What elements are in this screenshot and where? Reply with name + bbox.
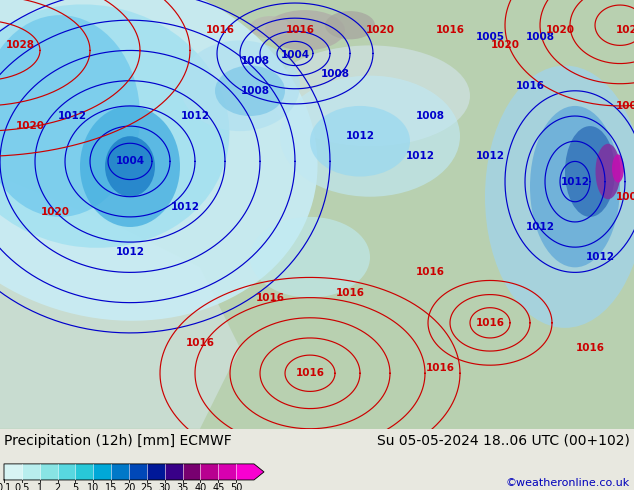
Text: 1008: 1008 — [240, 86, 269, 96]
Text: 0.1: 0.1 — [0, 483, 11, 490]
Ellipse shape — [530, 106, 620, 268]
Text: 1016: 1016 — [295, 368, 325, 378]
Text: 1016: 1016 — [436, 25, 465, 35]
Text: 25: 25 — [141, 483, 153, 490]
Text: 1012: 1012 — [476, 151, 505, 161]
Polygon shape — [0, 176, 240, 429]
Ellipse shape — [310, 106, 410, 176]
Text: 1020: 1020 — [491, 40, 519, 50]
Text: 30: 30 — [158, 483, 171, 490]
Bar — [129, 464, 147, 480]
Ellipse shape — [612, 154, 624, 183]
Text: 2: 2 — [55, 483, 61, 490]
Bar — [75, 464, 93, 480]
Bar — [236, 464, 254, 480]
Ellipse shape — [280, 75, 460, 196]
Text: 1016: 1016 — [335, 288, 365, 297]
Text: 1008: 1008 — [415, 111, 444, 121]
Text: 1012: 1012 — [115, 247, 145, 257]
Bar — [165, 464, 183, 480]
Bar — [218, 464, 236, 480]
Ellipse shape — [0, 15, 140, 217]
Text: 15: 15 — [105, 483, 117, 490]
Text: 1020: 1020 — [15, 121, 44, 131]
Text: 1005: 1005 — [476, 32, 505, 42]
Ellipse shape — [80, 106, 180, 227]
Bar — [22, 464, 40, 480]
Ellipse shape — [250, 16, 290, 38]
Text: 1008: 1008 — [616, 101, 634, 111]
Text: 1012: 1012 — [181, 111, 209, 121]
Bar — [111, 464, 129, 480]
Ellipse shape — [250, 217, 370, 297]
Text: 35: 35 — [176, 483, 189, 490]
Ellipse shape — [0, 4, 230, 248]
Text: 45: 45 — [212, 483, 224, 490]
Text: 1012: 1012 — [58, 111, 86, 121]
Text: 1012: 1012 — [560, 176, 590, 187]
Text: 50: 50 — [230, 483, 242, 490]
Text: 1028: 1028 — [6, 40, 34, 50]
Text: 10: 10 — [87, 483, 100, 490]
Text: 1016: 1016 — [425, 363, 455, 373]
Text: Precipitation (12h) [mm] ECMWF: Precipitation (12h) [mm] ECMWF — [4, 434, 232, 448]
Ellipse shape — [215, 66, 285, 116]
Text: 1008: 1008 — [321, 69, 349, 78]
Text: 1016: 1016 — [186, 338, 214, 348]
Bar — [147, 464, 165, 480]
Text: 1008: 1008 — [526, 32, 555, 42]
Polygon shape — [254, 464, 264, 480]
Ellipse shape — [325, 11, 375, 39]
Ellipse shape — [485, 66, 634, 328]
Ellipse shape — [265, 10, 345, 50]
Ellipse shape — [105, 136, 155, 196]
Text: 1012: 1012 — [346, 131, 375, 141]
Text: 1012: 1012 — [526, 222, 555, 232]
Bar — [40, 464, 58, 480]
Bar — [58, 464, 75, 480]
Text: 5: 5 — [72, 483, 79, 490]
Text: 0.5: 0.5 — [14, 483, 30, 490]
Text: 1004: 1004 — [616, 192, 634, 202]
Ellipse shape — [270, 46, 470, 147]
Ellipse shape — [180, 40, 300, 131]
Bar — [93, 464, 111, 480]
Text: 1016: 1016 — [515, 81, 545, 91]
Bar — [200, 464, 218, 480]
Ellipse shape — [595, 144, 621, 199]
Text: 1012: 1012 — [171, 202, 200, 212]
Bar — [4, 464, 22, 480]
Text: 1016: 1016 — [576, 343, 604, 353]
Ellipse shape — [0, 0, 318, 321]
Text: 1016: 1016 — [256, 293, 285, 303]
Ellipse shape — [565, 126, 615, 217]
Text: 1020: 1020 — [41, 207, 70, 217]
Text: 20: 20 — [123, 483, 135, 490]
Text: Su 05-05-2024 18..06 UTC (00+102): Su 05-05-2024 18..06 UTC (00+102) — [377, 434, 630, 448]
Bar — [183, 464, 200, 480]
Text: 1016: 1016 — [476, 318, 505, 328]
Text: 1012: 1012 — [406, 151, 434, 161]
Text: ©weatheronline.co.uk: ©weatheronline.co.uk — [506, 478, 630, 488]
Text: 40: 40 — [194, 483, 207, 490]
Text: 1024: 1024 — [616, 25, 634, 35]
Text: 1020: 1020 — [365, 25, 394, 35]
Text: 1016: 1016 — [285, 25, 314, 35]
Text: 1016: 1016 — [205, 25, 235, 35]
Text: 1: 1 — [37, 483, 42, 490]
Text: 1012: 1012 — [586, 252, 614, 262]
Text: 1008: 1008 — [240, 55, 269, 66]
Text: 1016: 1016 — [415, 268, 444, 277]
Text: 1004: 1004 — [280, 50, 309, 60]
Text: 1020: 1020 — [545, 25, 574, 35]
Text: 1004: 1004 — [115, 156, 145, 167]
